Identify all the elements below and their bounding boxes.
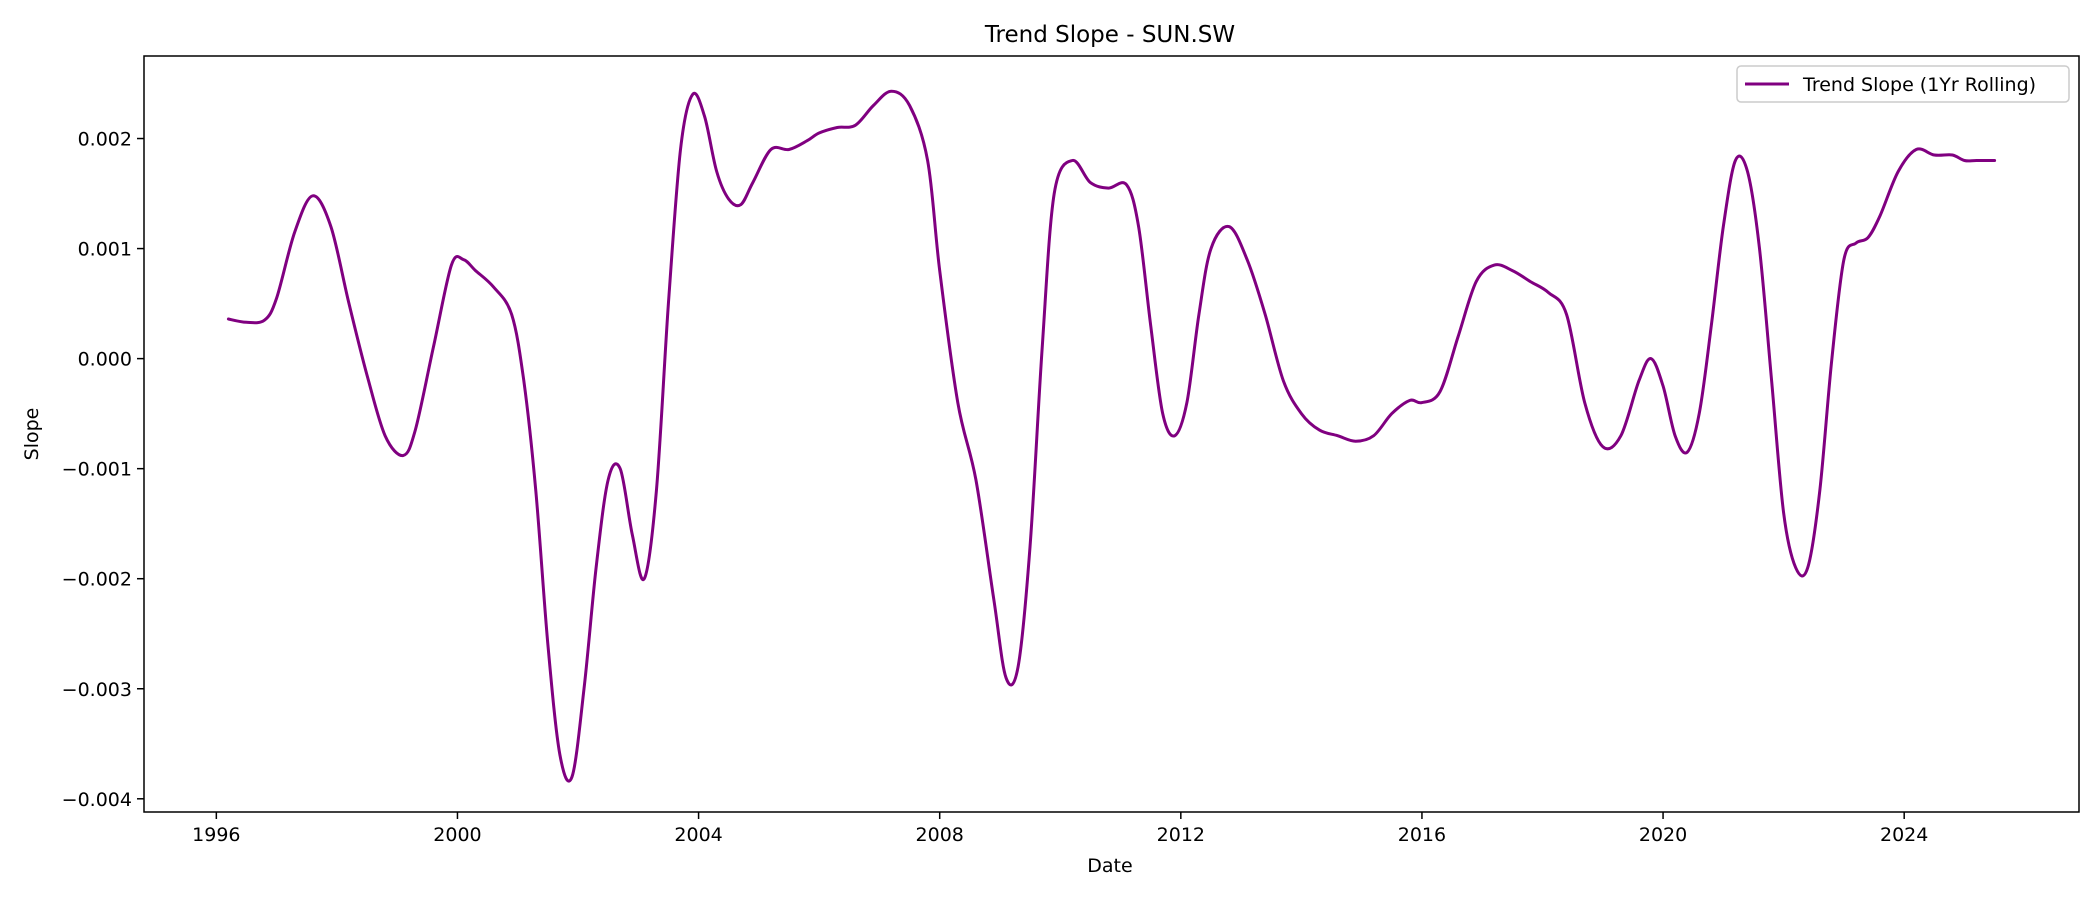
x-tick-label: 2016 bbox=[1398, 824, 1446, 846]
plot-frame bbox=[143, 55, 2080, 813]
x-tick-label: 2012 bbox=[1157, 824, 1205, 846]
y-tick-label: 0.002 bbox=[78, 129, 132, 151]
plot-area bbox=[143, 55, 2080, 813]
y-axis: −0.004 −0.003 −0.002 −0.001 0.000 0.001 0.002 bbox=[62, 129, 144, 811]
x-axis: 1996 2000 2004 2008 2012 2016 2020 2024 bbox=[192, 812, 1928, 846]
x-axis-title: Date bbox=[1087, 855, 1132, 877]
y-axis-title: Slope bbox=[21, 408, 43, 461]
x-tick-label: 2000 bbox=[433, 824, 481, 846]
x-tick-label: 2008 bbox=[916, 824, 964, 846]
legend-box bbox=[1736, 65, 2070, 103]
x-tick-label: 2020 bbox=[1639, 824, 1687, 846]
y-tick-label: 0.000 bbox=[78, 349, 132, 371]
legend-label: Trend Slope (1Yr Rolling) bbox=[1802, 74, 2036, 96]
x-tick-label: 2004 bbox=[674, 824, 722, 846]
y-tick-label: −0.002 bbox=[62, 569, 132, 591]
y-tick-label: −0.001 bbox=[62, 459, 132, 481]
y-tick-label: −0.003 bbox=[62, 679, 132, 701]
y-tick-label: 0.001 bbox=[78, 239, 132, 261]
series-line bbox=[226, 89, 1997, 783]
y-tick-label: −0.004 bbox=[62, 789, 132, 811]
chart-title: Trend Slope - SUN.SW bbox=[984, 22, 1235, 48]
legend: Trend Slope (1Yr Rolling) bbox=[1736, 65, 2070, 103]
x-tick-label: 2024 bbox=[1880, 824, 1928, 846]
x-tick-label: 1996 bbox=[192, 824, 240, 846]
